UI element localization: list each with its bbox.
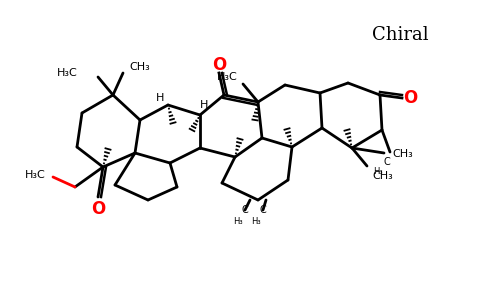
Text: H: H [200,100,208,110]
Text: Chiral: Chiral [372,26,428,44]
Text: C: C [242,205,248,215]
Text: H₃C: H₃C [57,68,78,78]
Text: H: H [156,93,164,103]
Text: O: O [212,56,226,74]
Text: H₃C: H₃C [25,170,45,180]
Text: O: O [91,200,105,218]
Text: CH₃: CH₃ [392,149,413,159]
Text: C: C [384,157,391,167]
Text: H₃: H₃ [373,167,383,176]
Text: H₃C: H₃C [217,72,238,82]
Text: H₃: H₃ [233,218,243,226]
Text: C: C [259,205,266,215]
Text: H₃: H₃ [251,218,261,226]
Text: CH₃: CH₃ [372,171,393,181]
Text: CH₃: CH₃ [129,62,150,72]
Text: O: O [403,89,417,107]
